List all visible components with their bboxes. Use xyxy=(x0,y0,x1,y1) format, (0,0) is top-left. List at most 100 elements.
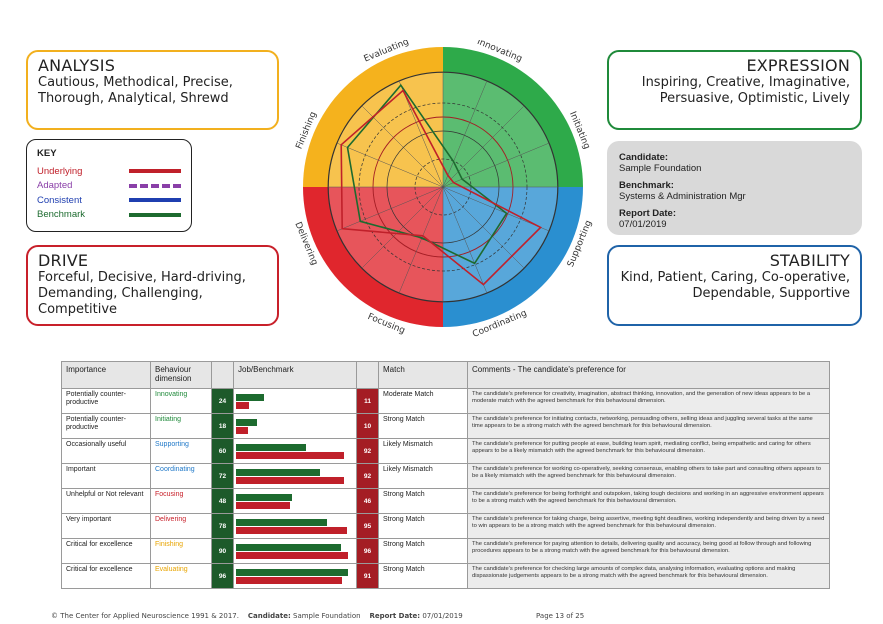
table-row: Potentially counter-productive Initiating… xyxy=(61,413,830,439)
job-score-cell: 78 xyxy=(211,513,234,539)
candidate-score-cell: 91 xyxy=(356,563,379,589)
stability-title: STABILITY xyxy=(769,251,850,270)
comment-cell: The candidate's preference for taking ch… xyxy=(467,513,830,539)
radar-spoke xyxy=(442,80,488,188)
drive-text: Forceful, Decisive, Hard-driving, Demand… xyxy=(38,270,246,317)
radar-spoke xyxy=(442,142,550,188)
table-row: Potentially counter-productive Innovating… xyxy=(61,388,830,414)
score-bars-cell xyxy=(233,438,357,464)
key-label: Adapted xyxy=(37,180,73,192)
drive-title: DRIVE xyxy=(38,251,89,270)
page-number: Page 13 of 25 xyxy=(536,612,585,620)
table-row: Critical for excellence Finishing 90 96 Stro… xyxy=(61,538,830,564)
key-swatch xyxy=(129,212,181,217)
dimension-cell: Finishing xyxy=(150,538,212,564)
key-row-underlying: Underlying xyxy=(37,164,181,179)
job-score-cell: 48 xyxy=(211,488,234,514)
job-score-cell: 60 xyxy=(211,438,234,464)
score-bars-cell xyxy=(233,413,357,439)
importance-cell: Occasionally useful xyxy=(61,438,151,464)
table-header-row: Importance Behaviour dimension Job/Bench… xyxy=(61,361,830,389)
header-gap-2 xyxy=(356,361,379,389)
dimension-cell: Coordinating xyxy=(150,463,212,489)
dimension-cell: Focusing xyxy=(150,488,212,514)
key-swatch xyxy=(129,183,181,188)
candidate-value: Sample Foundation xyxy=(619,163,702,174)
comment-cell: The candidate's preference for working c… xyxy=(467,463,830,489)
job-score-cell: 72 xyxy=(211,463,234,489)
candidate-score-cell: 92 xyxy=(356,438,379,464)
radar-spoke xyxy=(442,186,488,294)
comment-cell: The candidate's preference for putting p… xyxy=(467,438,830,464)
header-comments: Comments - The candidate's preference fo… xyxy=(467,361,830,389)
score-bars-cell xyxy=(233,538,357,564)
radar-spoke xyxy=(361,186,444,269)
candidate-score-cell: 95 xyxy=(356,513,379,539)
key-title: KEY xyxy=(37,148,57,159)
key-swatch xyxy=(129,169,181,174)
key-label: Consistent xyxy=(37,194,82,206)
match-cell: Strong Match xyxy=(378,513,468,539)
expression-title: EXPRESSION xyxy=(746,56,850,75)
header-job: Job/Benchmark xyxy=(233,361,357,389)
report-date-value: 07/01/2019 xyxy=(619,219,667,230)
match-cell: Moderate Match xyxy=(378,388,468,414)
candidate-score-cell: 92 xyxy=(356,463,379,489)
job-bar xyxy=(236,468,321,476)
candidate-bar xyxy=(236,401,249,409)
job-bar xyxy=(236,493,293,501)
job-bar xyxy=(236,443,307,451)
candidate-bar xyxy=(236,576,343,584)
key-row-consistent: Consistent xyxy=(37,193,181,208)
job-score-cell: 96 xyxy=(211,563,234,589)
candidate-bar xyxy=(236,476,344,484)
score-bars-cell xyxy=(233,488,357,514)
match-cell: Likely Mismatch xyxy=(378,438,468,464)
dimension-cell: Supporting xyxy=(150,438,212,464)
job-score-cell: 24 xyxy=(211,388,234,414)
footer-copyright: © The Center for Applied Neuroscience 19… xyxy=(51,612,239,620)
radar-spoke xyxy=(398,186,444,294)
candidate-bar xyxy=(236,451,344,459)
comment-cell: The candidate's preference for being for… xyxy=(467,488,830,514)
header-dimension: Behaviour dimension xyxy=(150,361,212,389)
match-cell: Strong Match xyxy=(378,538,468,564)
candidate-score-cell: 10 xyxy=(356,413,379,439)
key-row-adapted: Adapted xyxy=(37,179,181,194)
analysis-text: Cautious, Methodical, Precise, Thorough,… xyxy=(38,75,233,106)
radar-spoke xyxy=(336,186,444,232)
analysis-panel: ANALYSIS Cautious, Methodical, Precise, … xyxy=(26,50,279,130)
comment-cell: The candidate's preference for paying at… xyxy=(467,538,830,564)
analysis-title: ANALYSIS xyxy=(38,56,116,75)
job-bar xyxy=(236,543,342,551)
series-underlying xyxy=(340,89,542,286)
importance-cell: Unhelpful or Not relevant xyxy=(61,488,151,514)
match-cell: Strong Match xyxy=(378,488,468,514)
benchmark-label: Benchmark: xyxy=(619,180,674,191)
stability-text: Kind, Patient, Caring, Co-operative, Dep… xyxy=(620,270,850,301)
score-bars-cell xyxy=(233,463,357,489)
candidate-info-card: Candidate: Sample Foundation Benchmark: … xyxy=(607,141,862,235)
comment-cell: The candidate's preference for creativit… xyxy=(467,388,830,414)
comment-cell: The candidate's preference for initiatin… xyxy=(467,413,830,439)
candidate-bar xyxy=(236,551,349,559)
importance-cell: Important xyxy=(61,463,151,489)
table-body: Potentially counter-productive Innovating… xyxy=(61,388,830,589)
radar-spoke xyxy=(442,105,525,188)
key-label: Benchmark xyxy=(37,209,86,221)
header-match: Match xyxy=(378,361,468,389)
header-importance: Importance xyxy=(61,361,151,389)
job-bar xyxy=(236,518,328,526)
candidate-score-cell: 11 xyxy=(356,388,379,414)
radar-spoke xyxy=(361,105,444,188)
footer-candidate-label: Candidate: xyxy=(247,612,291,620)
behaviour-radar-chart: Evaluating InnovatingInitiatingSupporting… xyxy=(292,40,594,340)
footer-date-label: Report Date: xyxy=(369,612,421,620)
job-bar xyxy=(236,568,349,576)
job-bar xyxy=(236,393,265,401)
job-score-cell: 90 xyxy=(211,538,234,564)
radar-spoke xyxy=(442,186,550,232)
key-swatch xyxy=(129,198,181,203)
candidate-bar xyxy=(236,426,248,434)
radar-spoke xyxy=(336,142,444,188)
